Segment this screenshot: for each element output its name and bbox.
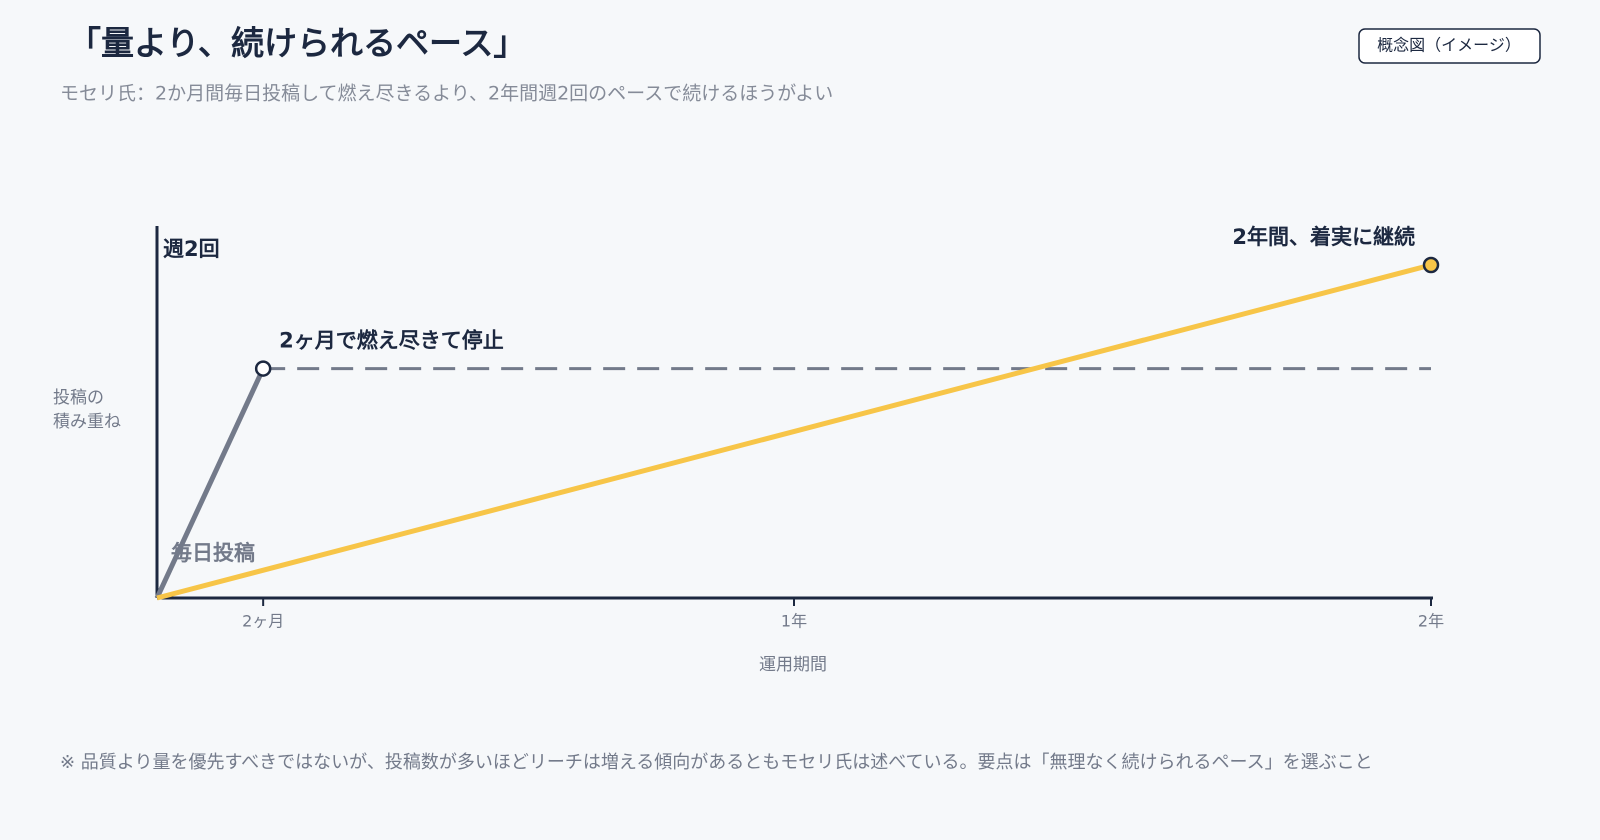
x-axis-label: 運用期間: [759, 655, 827, 675]
series-line: [154, 367, 266, 600]
chart-subtitle: モセリ氏：2か月間毎日投稿して燃え尽きるより、2年間週2回のペースで続けるほうが…: [60, 83, 833, 105]
chart-title: 「量より、続けられるペース」: [68, 24, 526, 63]
y-axis-label: 積み重ね: [53, 412, 121, 432]
x-tick-label: 1年: [781, 612, 807, 631]
series-label: 毎日投稿: [171, 541, 255, 565]
x-tick-label: 2年: [1418, 612, 1444, 631]
x-tick-label: 2ヶ月: [242, 612, 284, 631]
point-marker: [1422, 256, 1440, 274]
badge: 概念図（イメージ）: [1377, 36, 1521, 55]
series-line: [156, 262, 1432, 601]
y-axis-label: 投稿の: [53, 388, 104, 408]
footnote: ※ 品質より量を優先すべきではないが、投稿数が多いほどリーチは増える傾向があると…: [60, 752, 1373, 773]
point-marker: [254, 360, 272, 377]
series-label: 週2回: [163, 237, 220, 261]
chart: 「量より、続けられるペース」 モセリ氏：2か月間毎日投稿して燃え尽きるより、2年…: [53, 24, 1541, 675]
badge-box: [1358, 28, 1541, 64]
annotation: 2年間、着実に継続: [1232, 225, 1415, 249]
annotation: 2ヶ月で燃え尽きて停止: [279, 329, 504, 353]
